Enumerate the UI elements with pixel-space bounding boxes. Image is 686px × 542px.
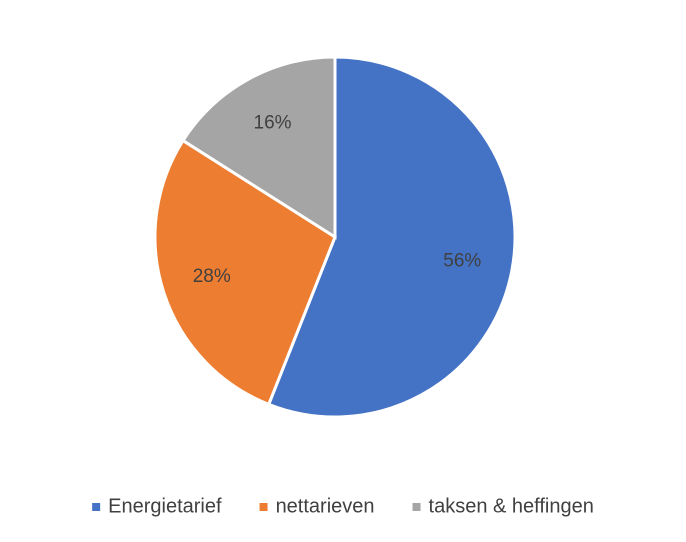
- legend-marker: [259, 503, 268, 511]
- slice-label: 28%: [193, 266, 231, 287]
- legend-text: taksen & heffingen: [429, 495, 594, 517]
- legend-marker: [92, 503, 101, 511]
- legend-text: Energietarief: [108, 495, 222, 517]
- pie-slice: [153, 138, 337, 407]
- slice-label: 16%: [254, 112, 292, 133]
- pie-slice: [266, 55, 517, 419]
- legend-text: nettarieven: [276, 495, 375, 517]
- pie-slice: [180, 55, 337, 240]
- legend-marker: [412, 503, 421, 511]
- legend: Energietarief nettarieven taksen & heffing…: [92, 495, 594, 517]
- slice-label: 56%: [443, 250, 481, 271]
